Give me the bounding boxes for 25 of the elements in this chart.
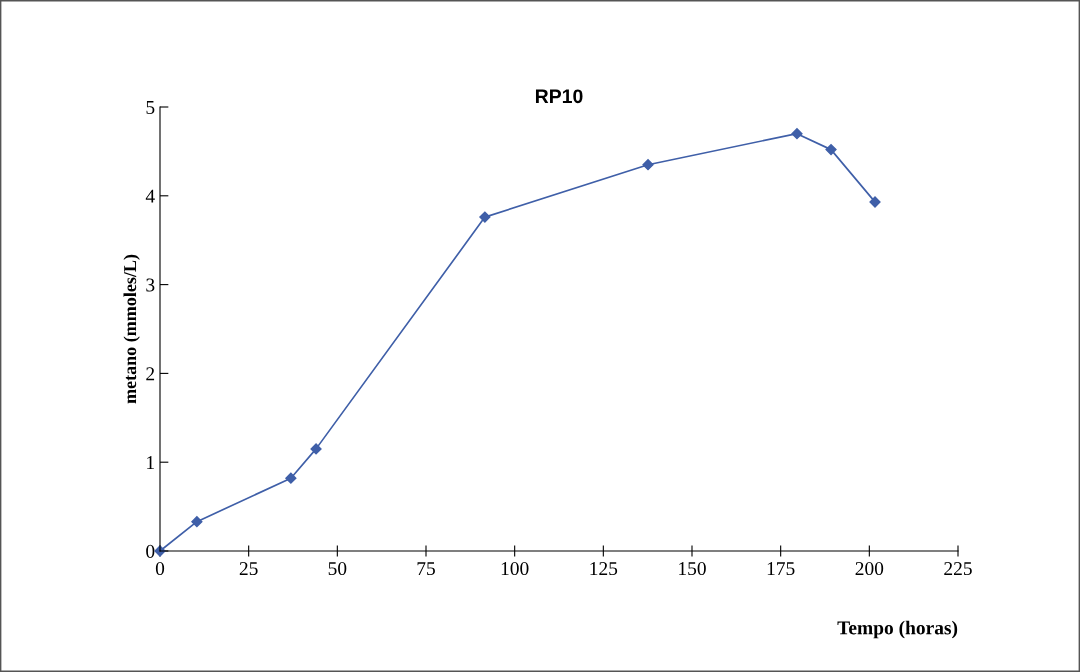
point bbox=[191, 516, 203, 528]
y-tick-label: 2 bbox=[146, 367, 155, 381]
y-tick-label: 4 bbox=[145, 189, 155, 203]
x-axis-title: Tempo (horas) bbox=[837, 620, 958, 639]
point bbox=[285, 472, 297, 484]
point bbox=[310, 443, 322, 455]
x-tick-label: 125 bbox=[590, 562, 618, 576]
x-tick-label: 150 bbox=[679, 561, 706, 576]
x-tick-label: 200 bbox=[855, 561, 884, 576]
point bbox=[642, 159, 654, 171]
x-tick-label: 175 bbox=[767, 562, 795, 576]
y-tick-label: 0 bbox=[146, 544, 155, 558]
x-tick-label: 100 bbox=[501, 561, 529, 576]
y-tick-label: 1 bbox=[147, 456, 154, 469]
y-tick-label: 5 bbox=[146, 101, 155, 114]
x-tick-label: 225 bbox=[944, 562, 972, 576]
point bbox=[825, 144, 837, 156]
x-tick-label: 75 bbox=[417, 562, 435, 576]
x-tick-label: 50 bbox=[328, 561, 347, 576]
y-axis-title: metano (mmoles/L) bbox=[123, 254, 140, 404]
point bbox=[791, 128, 803, 140]
point bbox=[479, 211, 491, 223]
chart-title: RP10 bbox=[535, 89, 583, 104]
x-tick-label: 25 bbox=[239, 562, 258, 576]
y-tick-label: 3 bbox=[146, 278, 155, 292]
